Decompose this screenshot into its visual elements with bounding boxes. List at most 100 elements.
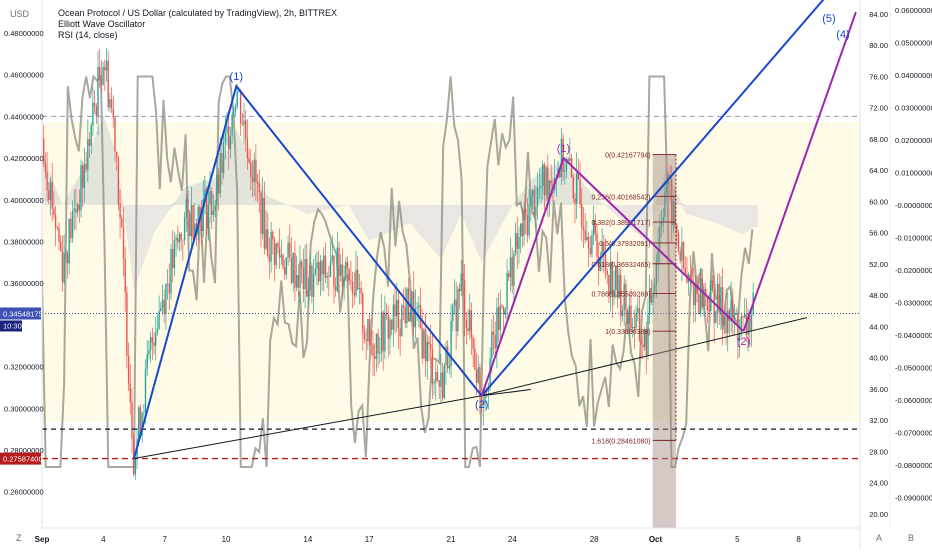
candle [443, 365, 445, 399]
candle [312, 273, 315, 297]
candle [190, 205, 193, 237]
time-tick: 21 [447, 535, 456, 544]
candle [224, 132, 226, 143]
candle [742, 316, 744, 318]
candle [385, 312, 388, 315]
candle [92, 102, 94, 125]
candle [492, 331, 495, 335]
ewo-tick: -0.04000000 [895, 331, 932, 340]
candle [530, 195, 532, 205]
log-scale-button[interactable]: B [908, 533, 915, 543]
ewo-tick: -0.03000000 [895, 299, 932, 308]
candle [542, 164, 544, 187]
ewo-positive-area [42, 115, 758, 205]
fib-zone [652, 154, 676, 528]
candle [438, 380, 440, 387]
candle [562, 138, 564, 172]
candle [431, 349, 434, 384]
currency-label[interactable]: USD [10, 9, 30, 19]
candle [401, 305, 403, 337]
candle [124, 258, 126, 293]
candle [424, 329, 427, 362]
candle [592, 220, 595, 236]
candle [379, 352, 381, 354]
candle [450, 321, 452, 367]
candle [314, 268, 316, 274]
candle [139, 407, 142, 436]
candle [248, 158, 250, 163]
rsi-tick: 48.00 [869, 291, 888, 300]
candle [480, 396, 483, 406]
candle [650, 288, 652, 303]
candle [654, 285, 656, 293]
candle [187, 199, 189, 213]
candle [545, 167, 547, 196]
wave-label: (1) [230, 71, 243, 83]
ewo-tick: -0.05000000 [895, 364, 932, 373]
candle [681, 242, 683, 261]
candle [604, 253, 607, 271]
candle [477, 367, 479, 383]
candle [671, 179, 673, 226]
candle [43, 138, 45, 164]
candle [728, 310, 731, 322]
candle [341, 264, 344, 287]
candle [738, 333, 741, 341]
candle [109, 99, 111, 108]
candle [336, 247, 338, 291]
candle [216, 174, 218, 206]
candle [596, 233, 598, 257]
candle [708, 310, 710, 312]
indicator-ewo-label[interactable]: Elliott Wave Oscillator [58, 19, 146, 29]
indicator-rsi-label[interactable]: RSI (14, close) [58, 30, 118, 40]
ewo-tick: -0.08000000 [895, 461, 932, 470]
candle [58, 227, 60, 242]
candle [521, 223, 524, 236]
candle [199, 206, 201, 212]
candle [587, 236, 590, 248]
candle [430, 344, 432, 349]
price-tick: 0.28000000 [4, 446, 44, 455]
candle [365, 339, 367, 342]
trendline-a [133, 395, 482, 460]
candle [76, 204, 79, 213]
candle [253, 159, 255, 183]
candle [251, 176, 254, 183]
candle [280, 255, 282, 258]
candle [212, 210, 215, 215]
candle [535, 206, 537, 216]
candle [161, 299, 164, 309]
candle [523, 208, 525, 236]
zoom-reset-button[interactable]: Z [16, 533, 22, 543]
candle [711, 280, 714, 291]
candle [589, 247, 591, 254]
candle [479, 367, 481, 397]
candle [178, 233, 181, 243]
candle [374, 356, 376, 359]
auto-scale-button[interactable]: A [876, 533, 883, 543]
candle [662, 216, 664, 223]
price-tick: 0.40000000 [4, 196, 44, 205]
candle [165, 283, 167, 314]
candle [60, 241, 62, 251]
candle [633, 326, 636, 329]
candle [231, 114, 233, 137]
candle [350, 280, 352, 282]
candle [180, 233, 182, 240]
candle [329, 260, 332, 277]
candle [569, 158, 571, 161]
candle [394, 304, 396, 317]
candle [362, 293, 364, 333]
candle [421, 328, 423, 359]
candle [514, 233, 517, 255]
rsi-tick: 40.00 [869, 354, 888, 363]
candle [474, 348, 476, 371]
candle [255, 159, 257, 182]
candle [56, 227, 58, 229]
candle [73, 208, 75, 211]
candle [676, 225, 678, 234]
candle [104, 66, 106, 71]
candle [750, 314, 753, 332]
candle [222, 142, 225, 174]
